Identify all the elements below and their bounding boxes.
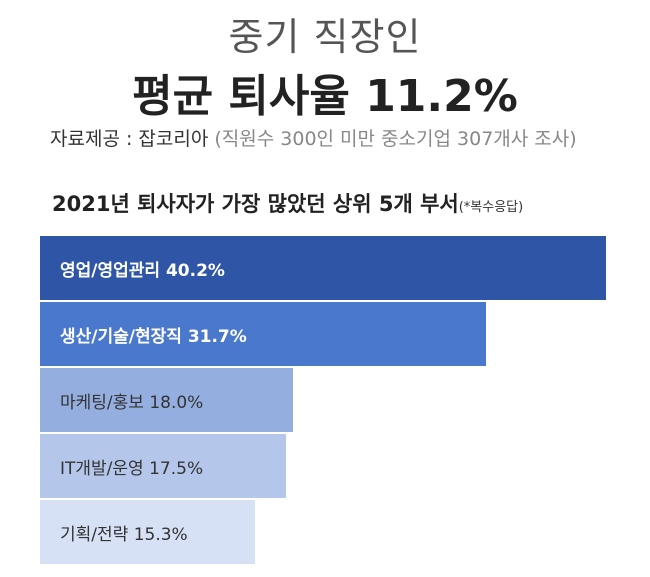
bar-1: 영업/영업관리 40.2%: [40, 236, 606, 300]
headline-title: 평균 퇴사율 11.2%: [132, 71, 518, 122]
chart-title-text: 2021년 퇴사자가 가장 많았던 상위 5개 부서: [52, 192, 459, 216]
chart-title: 2021년 퇴사자가 가장 많았던 상위 5개 부서(*복수응답): [52, 188, 523, 218]
bar-label-2: 생산/기술/현장직 31.7%: [60, 326, 247, 347]
source-label: 자료제공 : 잡코리아: [50, 128, 209, 150]
headline-subtitle: 중기 직장인: [228, 15, 422, 59]
bar-label-4: IT개발/운영 17.5%: [60, 458, 204, 479]
bar-label-1: 영업/영업관리 40.2%: [60, 260, 225, 281]
bar-label-3: 마케팅/홍보 18.0%: [60, 392, 204, 413]
bar-5: 기획/전략 15.3%: [40, 500, 255, 564]
bar-2: 생산/기술/현장직 31.7%: [40, 302, 486, 366]
source-credit: 자료제공 : 잡코리아 (직원수 300인 미만 중소기업 307개사 조사): [50, 124, 577, 151]
chart-title-note: (*복수응답): [458, 200, 524, 215]
bar-label-5: 기획/전략 15.3%: [60, 524, 188, 545]
bar-3: 마케팅/홍보 18.0%: [40, 368, 293, 432]
source-note: (직원수 300인 미만 중소기업 307개사 조사): [214, 128, 577, 150]
bar-4: IT개발/운영 17.5%: [40, 434, 286, 498]
